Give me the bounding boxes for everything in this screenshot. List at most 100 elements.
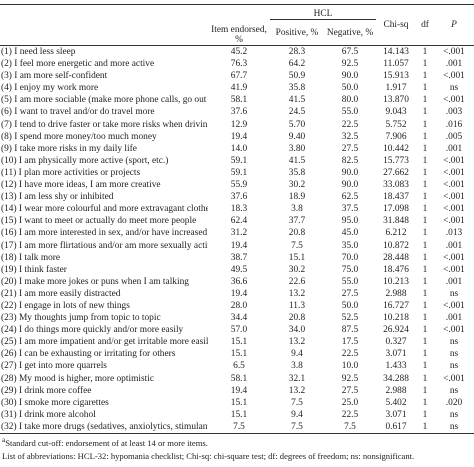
value-cell: 15.913 bbox=[383, 71, 409, 82]
value-cell: 18.476 bbox=[383, 264, 409, 275]
value-cell: 1 bbox=[422, 385, 428, 396]
value-cell: 1 bbox=[422, 155, 428, 166]
item-cell: (29) I drink more coffee bbox=[1, 385, 92, 396]
value-cell: 87.5 bbox=[341, 325, 359, 336]
value-cell: 19.4 bbox=[230, 131, 248, 142]
value-cell: 11.057 bbox=[383, 59, 409, 70]
table-row: (27) I get into more quarrels 6.5 3.8 10.0 1… bbox=[0, 360, 474, 372]
item-cell: (24) I do things more quickly and/or mor… bbox=[1, 325, 184, 336]
value-cell: 59.1 bbox=[230, 155, 248, 166]
table-row: (8) I spend more money/too much money 19.… bbox=[0, 131, 474, 143]
value-cell: 38.7 bbox=[230, 252, 248, 263]
value-cell: <.001 bbox=[434, 45, 474, 59]
value-cell: 9.4 bbox=[291, 409, 303, 420]
value-cell: 27.5 bbox=[341, 385, 359, 396]
table-row: (1) I need less sleep 45.2 28.3 67.5 14.143 1… bbox=[0, 45, 474, 59]
table-row: (13) I am less shy or inhibited 37.6 18.9 6… bbox=[0, 191, 474, 203]
value-cell: 37.6 bbox=[230, 107, 248, 118]
value-cell: 49.5 bbox=[230, 264, 248, 275]
table-row: (32) I take more drugs (sedatives, anxio… bbox=[0, 420, 474, 434]
item-cell: (25) I am more impatient and/or get irri… bbox=[1, 337, 208, 348]
item-cell: (14) I wear more colourful and more extr… bbox=[1, 204, 208, 215]
value-cell: 27.662 bbox=[383, 167, 409, 178]
item-cell: (3) I am more self-confident bbox=[1, 71, 108, 82]
item-cell: (18) I talk more bbox=[1, 252, 61, 263]
value-cell: 7.5 bbox=[291, 397, 303, 408]
table-row: (17) I am more flirtatious and/or am mor… bbox=[0, 240, 474, 252]
value-cell: 1 bbox=[422, 373, 428, 384]
table-row: (7) I tend to drive faster or take more … bbox=[0, 119, 474, 131]
value-cell: 31.2 bbox=[230, 228, 248, 239]
value-cell: 10.442 bbox=[383, 143, 409, 154]
value-cell: .020 bbox=[445, 397, 463, 408]
value-cell: 9.4 bbox=[291, 349, 303, 360]
item-cell: (10) I am physically more active (sport,… bbox=[1, 155, 169, 166]
value-cell: 3.80 bbox=[288, 143, 306, 154]
value-cell: 34.0 bbox=[288, 325, 306, 336]
value-cell: .003 bbox=[445, 107, 463, 118]
value-cell: 45.0 bbox=[341, 228, 359, 239]
value-cell: 90.0 bbox=[341, 167, 359, 178]
value-cell: 19.4 bbox=[230, 288, 248, 299]
item-cell: (32) I take more drugs (sedatives, anxio… bbox=[0, 420, 208, 434]
value-cell: 70.0 bbox=[341, 252, 359, 263]
value-cell: 10.0 bbox=[341, 361, 359, 372]
table-row: (18) I talk more 38.7 15.1 70.0 28.448 1 <.001 bbox=[0, 252, 474, 264]
table-row: (3) I am more self-confident 67.7 50.9 90.0… bbox=[0, 70, 474, 82]
value-cell: 16.727 bbox=[383, 300, 409, 311]
value-cell: 12.9 bbox=[230, 119, 248, 130]
value-cell: 5.402 bbox=[385, 397, 407, 408]
value-cell: 90.0 bbox=[341, 180, 359, 191]
value-cell: 22.5 bbox=[341, 119, 359, 130]
value-cell: 0.327 bbox=[385, 337, 407, 348]
table-row: (23) My thoughts jump from topic to topi… bbox=[0, 312, 474, 324]
value-cell: 22.5 bbox=[341, 409, 359, 420]
value-cell: 62.4 bbox=[230, 216, 248, 227]
item-cell: (27) I get into more quarrels bbox=[1, 361, 107, 372]
value-cell: 52.5 bbox=[341, 313, 359, 324]
value-cell: 1 bbox=[422, 83, 428, 94]
table-row: (30) I smoke more cigarettes 15.1 7.5 25.0 5… bbox=[0, 397, 474, 409]
value-cell: 17.098 bbox=[383, 204, 409, 215]
value-cell: 67.7 bbox=[230, 71, 248, 82]
value-cell: 1 bbox=[422, 192, 428, 203]
item-cell: (31) I drink more alcohol bbox=[1, 409, 96, 420]
value-cell: 50.0 bbox=[341, 83, 359, 94]
value-cell: 90.0 bbox=[341, 71, 359, 82]
item-cell: (21) I am more easily distracted bbox=[1, 288, 121, 299]
value-cell: 30.2 bbox=[288, 264, 306, 275]
footnote-marker: a bbox=[2, 436, 6, 444]
value-cell: ns bbox=[449, 337, 459, 348]
value-cell: <.001 bbox=[443, 71, 465, 82]
value-cell: 1.433 bbox=[385, 361, 407, 372]
item-cell: (16) I am more interested in sex, and/or… bbox=[1, 228, 208, 239]
header-cell: Item endorsed, % bbox=[208, 4, 270, 46]
table-row: (15) I want to meet or actually do meet … bbox=[0, 215, 474, 227]
value-cell: 30.2 bbox=[288, 180, 306, 191]
table-row: (5) I am more sociable (make more phone … bbox=[0, 94, 474, 106]
value-cell: 33.083 bbox=[383, 180, 409, 191]
table-row: (28) My mood is higher, more optimistic 5… bbox=[0, 373, 474, 385]
item-cell: (19) I think faster bbox=[1, 264, 67, 275]
value-cell: 1 bbox=[422, 167, 428, 178]
value-cell: 13.2 bbox=[288, 385, 306, 396]
item-cell: (7) I tend to drive faster or take more … bbox=[1, 119, 208, 130]
item-cell: (11) I plan more activities or projects bbox=[1, 167, 141, 178]
value-cell: <.001 bbox=[443, 192, 465, 203]
value-cell: 15.1 bbox=[230, 337, 248, 348]
value-cell: 22.6 bbox=[288, 276, 306, 287]
value-cell: 9.043 bbox=[385, 107, 407, 118]
value-cell: 28.448 bbox=[383, 252, 409, 263]
value-cell: 18.9 bbox=[288, 192, 306, 203]
value-cell: 34.4 bbox=[230, 313, 248, 324]
table-row: (19) I think faster 49.5 30.2 75.0 18.476 1 <.… bbox=[0, 264, 474, 276]
value-cell: 50.0 bbox=[341, 300, 359, 311]
footnote-text: Standard cut-off: endorsement of at leas… bbox=[5, 437, 208, 448]
value-cell: 35.0 bbox=[341, 240, 359, 251]
value-cell: ns bbox=[449, 83, 459, 94]
value-cell: 1 bbox=[422, 228, 428, 239]
value-cell: 3.8 bbox=[291, 204, 303, 215]
value-cell: 35.8 bbox=[288, 167, 306, 178]
value-cell: 9.40 bbox=[288, 131, 306, 142]
value-cell: 15.1 bbox=[230, 397, 248, 408]
